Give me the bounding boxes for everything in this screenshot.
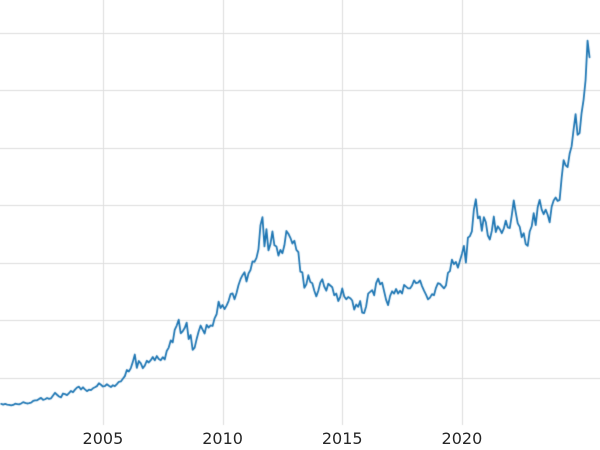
line-chart-figure: 2005 2010 2015 2020 [0,0,600,450]
price-line-chart-canvas [0,0,600,450]
